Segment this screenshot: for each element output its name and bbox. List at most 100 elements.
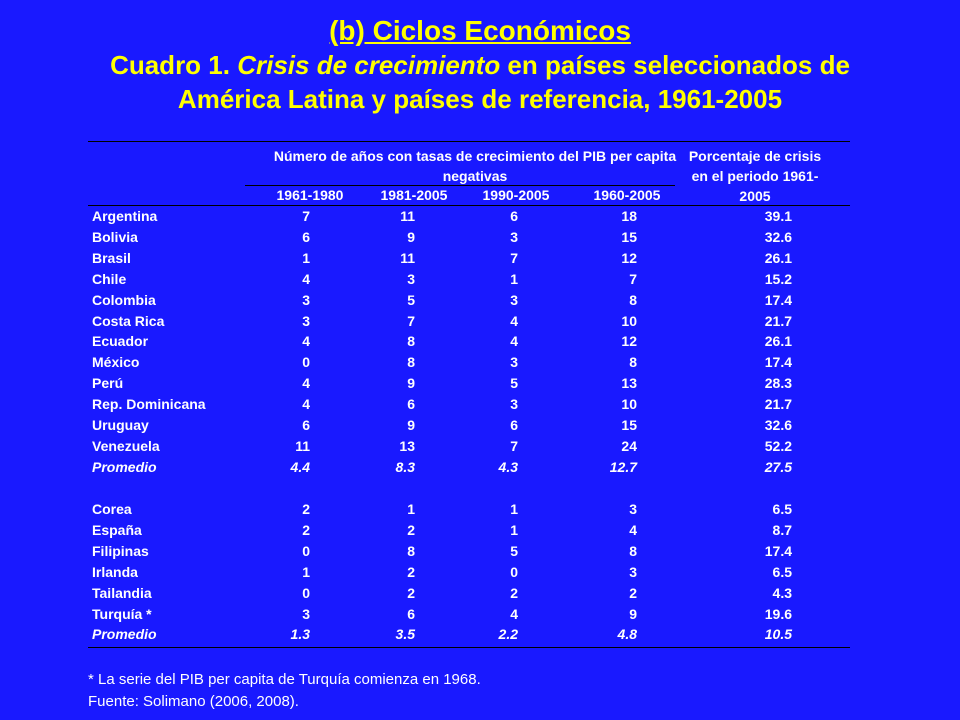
country-cell: Turquía * xyxy=(92,606,152,622)
table-row: Corea 2 1 1 3 6.5 xyxy=(0,499,960,520)
group-header: Número de años con tasas de crecimiento … xyxy=(273,148,677,184)
count-cell-v1: 2 xyxy=(302,501,310,517)
count-cell-v1: 0 xyxy=(302,543,310,559)
count-cell-v4: 4.8 xyxy=(617,626,637,642)
title-block: (b) Ciclos Económicos Cuadro 1. Crisis d… xyxy=(0,14,960,116)
count-cell-v4: 18 xyxy=(621,208,637,224)
count-cell-v1: 1 xyxy=(302,250,310,266)
count-cell-v2: 2 xyxy=(407,585,415,601)
table-title-line1: Cuadro 1. Crisis de crecimiento en paíse… xyxy=(0,49,960,82)
count-cell-v4: 8 xyxy=(629,543,637,559)
country-cell: Tailandia xyxy=(92,585,152,601)
count-cell-v4: 10 xyxy=(621,313,637,329)
count-cell-v3: 1 xyxy=(510,271,518,287)
count-cell-v3: 4 xyxy=(510,333,518,349)
count-cell-v1: 4.4 xyxy=(290,459,310,475)
count-cell-v2: 11 xyxy=(400,250,415,266)
table-row: Bolivia 6 9 3 15 32.6 xyxy=(0,227,960,248)
count-cell-v3: 1 xyxy=(510,501,518,517)
country-cell: Rep. Dominicana xyxy=(92,396,206,412)
table-title-italic: Crisis de crecimiento xyxy=(237,50,501,80)
count-cell-v1: 6 xyxy=(302,417,310,433)
count-cell-v1: 4 xyxy=(302,271,310,287)
percent-cell: 6.5 xyxy=(772,564,792,580)
country-cell: Promedio xyxy=(92,626,157,642)
count-cell-v1: 1.3 xyxy=(290,626,310,642)
percent-cell: 21.7 xyxy=(764,396,792,412)
count-cell-v4: 4 xyxy=(629,522,637,538)
footnote: * La serie del PIB per capita de Turquía… xyxy=(88,671,481,688)
count-cell-v1: 7 xyxy=(302,208,310,224)
table-row: Venezuela 11 13 7 24 52.2 xyxy=(0,436,960,457)
count-cell-v3: 4 xyxy=(510,313,518,329)
count-cell-v2: 8 xyxy=(407,333,415,349)
count-cell-v4: 15 xyxy=(621,417,637,433)
percent-cell: 32.6 xyxy=(764,417,792,433)
country-cell: Promedio xyxy=(92,459,157,475)
percent-cell: 17.4 xyxy=(764,354,792,370)
count-cell-v1: 11 xyxy=(295,438,310,454)
table-row: Turquía * 3 6 4 9 19.6 xyxy=(0,604,960,625)
count-cell-v1: 1 xyxy=(302,564,310,580)
percent-cell: 26.1 xyxy=(764,333,792,349)
count-cell-v3: 7 xyxy=(510,438,518,454)
percent-cell: 26.1 xyxy=(764,250,792,266)
count-cell-v1: 4 xyxy=(302,333,310,349)
percent-cell: 10.5 xyxy=(764,626,792,642)
count-cell-v2: 2 xyxy=(407,564,415,580)
table-bottom-rule xyxy=(88,647,850,648)
count-cell-v1: 0 xyxy=(302,354,310,370)
country-cell: Ecuador xyxy=(92,333,149,349)
count-cell-v3: 5 xyxy=(510,375,518,391)
count-cell-v3: 3 xyxy=(510,229,518,245)
count-cell-v4: 15 xyxy=(621,229,637,245)
period-header-2: 1981-2005 xyxy=(380,187,448,203)
count-cell-v1: 0 xyxy=(302,585,310,601)
percent-cell: 21.7 xyxy=(764,313,792,329)
count-cell-v4: 3 xyxy=(629,564,637,580)
country-cell: España xyxy=(92,522,142,538)
country-cell: Uruguay xyxy=(92,417,149,433)
count-cell-v1: 4 xyxy=(302,396,310,412)
table-row: Ecuador 4 8 4 12 26.1 xyxy=(0,331,960,352)
percent-cell: 15.2 xyxy=(764,271,792,287)
table-top-rule xyxy=(88,141,850,142)
table-row: Perú 4 9 5 13 28.3 xyxy=(0,373,960,394)
count-cell-v2: 8.3 xyxy=(395,459,415,475)
count-cell-v2: 1 xyxy=(407,501,415,517)
count-cell-v1: 3 xyxy=(302,606,310,622)
count-cell-v1: 4 xyxy=(302,375,310,391)
count-cell-v4: 8 xyxy=(629,354,637,370)
count-cell-v1: 3 xyxy=(302,313,310,329)
count-cell-v1: 6 xyxy=(302,229,310,245)
table-row: Costa Rica 3 7 4 10 21.7 xyxy=(0,311,960,332)
percent-cell: 8.7 xyxy=(772,522,792,538)
count-cell-v2: 3.5 xyxy=(395,626,415,642)
count-cell-v4: 9 xyxy=(629,606,637,622)
count-cell-v4: 12 xyxy=(621,250,637,266)
country-cell: México xyxy=(92,354,140,370)
percent-cell: 19.6 xyxy=(764,606,792,622)
country-cell: Irlanda xyxy=(92,564,138,580)
count-cell-v2: 6 xyxy=(407,396,415,412)
percent-cell: 28.3 xyxy=(764,375,792,391)
table-row: Chile 4 3 1 7 15.2 xyxy=(0,269,960,290)
count-cell-v3: 1 xyxy=(510,522,518,538)
country-cell: Argentina xyxy=(92,208,158,224)
period-header-1: 1961-1980 xyxy=(276,187,344,203)
table-title-suffix: en países seleccionados de xyxy=(500,50,850,80)
count-cell-v3: 2 xyxy=(510,585,518,601)
count-cell-v2: 9 xyxy=(407,417,415,433)
percent-cell: 4.3 xyxy=(772,585,792,601)
average-row: Promedio 4.4 8.3 4.3 12.7 27.5 xyxy=(0,457,960,478)
count-cell-v3: 0 xyxy=(510,564,518,580)
table-title-prefix: Cuadro 1. xyxy=(110,50,238,80)
count-cell-v4: 2 xyxy=(629,585,637,601)
table-row: Filipinas 0 8 5 8 17.4 xyxy=(0,541,960,562)
count-cell-v2: 11 xyxy=(400,208,415,224)
count-cell-v4: 13 xyxy=(621,375,637,391)
percent-cell: 32.6 xyxy=(764,229,792,245)
period-header-rule xyxy=(245,185,675,186)
count-cell-v2: 3 xyxy=(407,271,415,287)
percent-cell: 27.5 xyxy=(764,459,792,475)
